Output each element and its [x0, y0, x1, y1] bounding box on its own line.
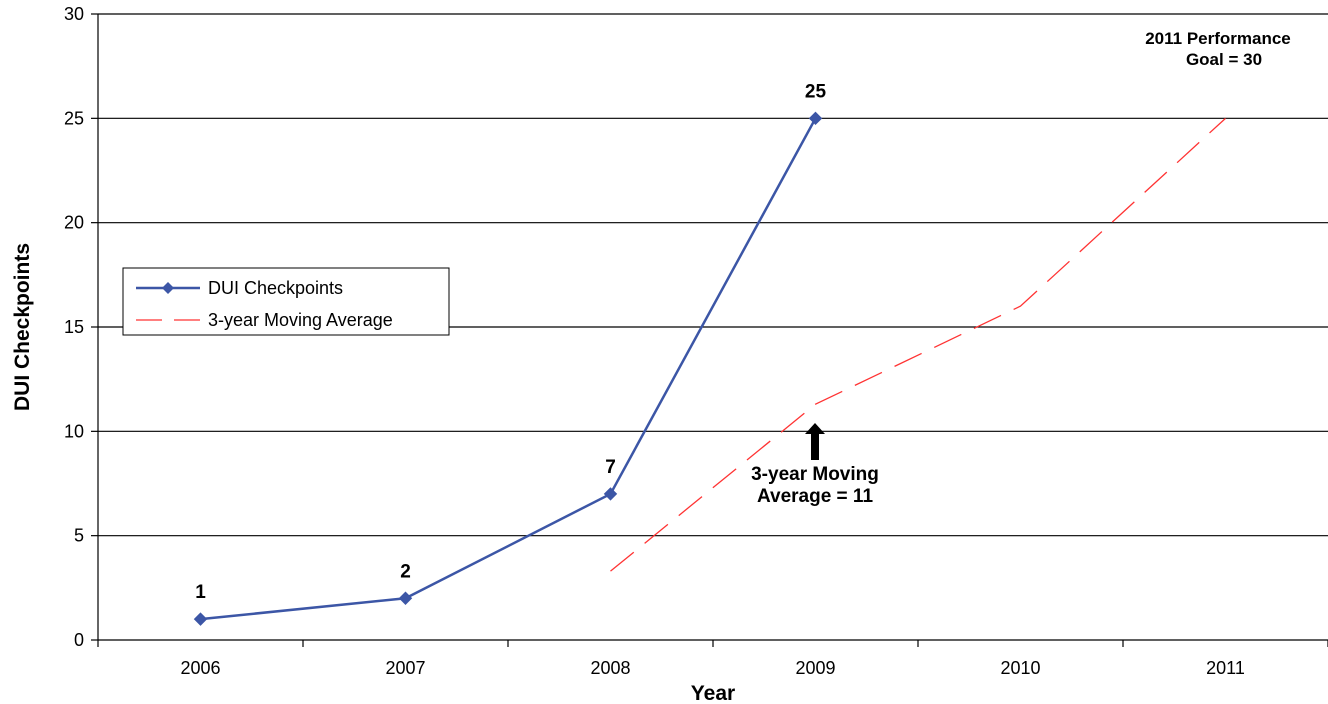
goal-annotation-line2: Goal = 30 [1186, 50, 1262, 69]
moving-average-annotation-line1: 3-year Moving [751, 464, 879, 485]
y-tick-label: 30 [64, 4, 84, 24]
x-tick-label: 2009 [795, 658, 835, 678]
data-label: 7 [605, 457, 616, 478]
legend-marker [162, 282, 174, 294]
series-line-moving-average [610, 117, 1226, 572]
x-tick-label: 2011 [1206, 658, 1245, 678]
y-tick-label: 25 [64, 108, 84, 128]
y-tick-label: 10 [64, 421, 84, 441]
x-tick-label: 2007 [385, 658, 425, 678]
data-point-marker [398, 591, 413, 605]
y-tick-label: 5 [74, 526, 84, 546]
series [193, 111, 1226, 626]
moving-average-annotation: 3-year Moving Average = 11 [751, 423, 879, 507]
x-axis-title: Year [691, 682, 735, 704]
x-tick-label: 2008 [590, 658, 630, 678]
legend: DUI Checkpoints 3-year Moving Average [122, 267, 450, 336]
axes: 0 5 10 15 20 25 30 2006 2007 2008 2009 2010 2011 [64, 4, 1328, 678]
y-axis-title: DUI Checkpoints [11, 243, 34, 411]
data-point-marker [808, 111, 823, 126]
data-point-marker [193, 612, 208, 626]
legend-label: 3-year Moving Average [208, 310, 393, 330]
labels: 1 2 7 25 [195, 81, 826, 603]
y-tick-label: 0 [74, 630, 84, 650]
y-tick-label: 20 [64, 213, 84, 233]
goal-annotation: 2011 Performance Goal = 30 [1145, 29, 1291, 69]
moving-average-annotation-line2: Average = 11 [757, 486, 873, 507]
up-arrow-icon [805, 423, 825, 460]
x-tick-label: 2006 [180, 658, 220, 678]
data-label: 25 [805, 81, 827, 102]
data-point-marker [603, 487, 618, 501]
legend-box [122, 267, 450, 336]
goal-annotation-line1: 2011 Performance [1145, 29, 1291, 48]
data-label: 2 [400, 561, 411, 582]
data-label: 1 [195, 582, 206, 603]
y-tick-label: 15 [64, 317, 84, 337]
x-tick-label: 2010 [1000, 658, 1040, 678]
legend-label: DUI Checkpoints [208, 278, 343, 298]
series-line-dui-checkpoints [200, 117, 817, 621]
